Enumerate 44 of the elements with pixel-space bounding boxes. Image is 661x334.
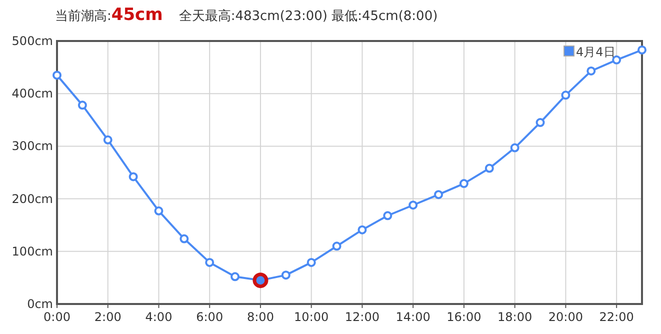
point (586, 66, 596, 76)
y-tick-label: 100cm (12, 244, 53, 258)
chart-subtitle: 全天最高:483cm(23:00) 最低:45cm(8:00) (178, 8, 438, 24)
point (205, 258, 214, 267)
y-tick-label: 400cm (12, 86, 53, 101)
x-tick-label: 4:00 (145, 310, 172, 324)
y-tick-label: 200cm (12, 192, 53, 206)
point (180, 234, 189, 244)
point (128, 172, 138, 182)
chart-title: 当前潮高:45cm (55, 5, 163, 25)
point (154, 206, 164, 216)
point (612, 55, 622, 64)
x-tick-label: 8:00 (247, 310, 274, 324)
point (332, 242, 342, 251)
x-tick-label: 12:00 (344, 310, 380, 324)
point (230, 272, 240, 282)
point (78, 100, 87, 110)
x-tick-label: 10:00 (294, 310, 329, 324)
x-tick-label: 18:00 (498, 310, 532, 324)
point (484, 164, 494, 173)
point (281, 270, 290, 280)
point (510, 143, 520, 152)
point (52, 70, 62, 80)
point (561, 90, 570, 100)
point (536, 118, 545, 128)
x-tick-label: 20:00 (548, 310, 583, 324)
point (408, 200, 418, 210)
point (638, 45, 646, 54)
y-tick-label: 500cm (12, 34, 53, 48)
point (103, 135, 112, 144)
point (459, 179, 468, 188)
y-tick-label: 300cm (12, 139, 53, 154)
point (358, 225, 367, 234)
x-tick-label: 14:00 (396, 310, 430, 324)
point (434, 190, 444, 200)
y-tick-label: 0cm (27, 297, 53, 311)
point (306, 258, 316, 267)
legend-label: 4月4日 (576, 45, 616, 59)
x-tick-label: 22:00 (599, 310, 634, 324)
x-tick-label: 6:00 (196, 310, 224, 324)
x-tick-label: 2:00 (94, 310, 122, 324)
x-tick-label: 0:00 (44, 310, 70, 324)
x-tick-label: 16:00 (446, 310, 482, 324)
point (383, 211, 392, 220)
